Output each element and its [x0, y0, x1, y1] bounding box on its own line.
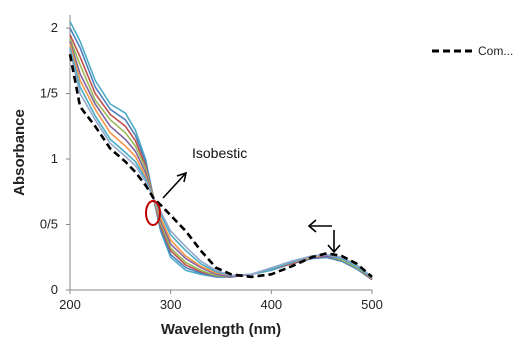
isobestic-arrow-head	[176, 171, 188, 183]
y-tick-label: 0	[51, 282, 58, 297]
legend-label: Com...	[478, 44, 513, 58]
x-tick-label: 200	[59, 297, 81, 312]
series-group	[68, 21, 373, 281]
isobestic-arrow	[162, 172, 187, 199]
y-tick-label: 0/5	[40, 217, 58, 232]
x-axis-title: Wavelength (nm)	[161, 321, 281, 338]
x-tick-label: 500	[361, 297, 383, 312]
series-line-7	[69, 47, 373, 279]
annotations: Isobestic	[145, 145, 341, 254]
y-tick-label: 1	[51, 151, 58, 166]
series-line-2	[69, 27, 373, 281]
isobestic-point-marker	[145, 200, 161, 226]
isobestic-label: Isobestic	[192, 145, 247, 161]
axes: 200 300 400 500 0 0/5 1 1/5 2 Wavelength (nm) Abso…	[11, 15, 383, 338]
y-tick-label: 2	[51, 20, 58, 35]
x-tick-label: 300	[160, 297, 182, 312]
decrease-arrow-head	[327, 244, 341, 254]
series-line-8	[69, 50, 373, 278]
series-line-com	[68, 54, 373, 279]
shift-left-arrow-head	[307, 219, 317, 233]
y-axis-title: Absorbance	[11, 109, 28, 196]
legend: Com...	[432, 44, 513, 58]
series-line-6	[69, 43, 373, 279]
y-tick-label: 1/5	[40, 86, 58, 101]
x-tick-label: 400	[260, 297, 282, 312]
